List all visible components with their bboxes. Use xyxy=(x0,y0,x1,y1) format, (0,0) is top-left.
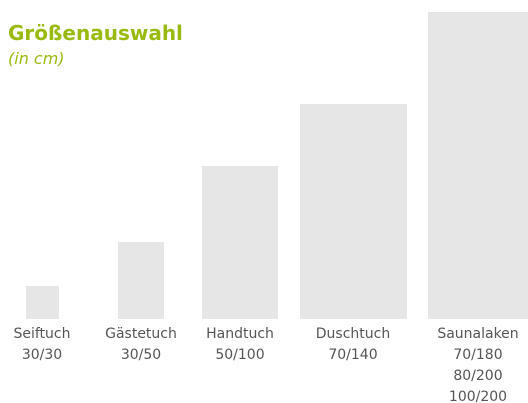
item-size: 70/140 xyxy=(328,347,377,363)
towel-shape xyxy=(428,12,528,319)
towel-shape xyxy=(202,166,278,319)
item-name: Seiftuch xyxy=(13,326,70,342)
item-name: Saunalaken xyxy=(437,326,518,342)
item-size: 70/180 xyxy=(453,347,502,363)
towel-shape xyxy=(300,104,407,319)
item-size: 30/50 xyxy=(121,347,161,363)
towel-shape xyxy=(118,242,164,319)
item-name: Handtuch xyxy=(206,326,274,342)
item-size: 80/200 xyxy=(453,368,502,384)
item-size: 50/100 xyxy=(215,347,264,363)
towel-shape xyxy=(26,286,59,319)
subtitle: (in cm) xyxy=(8,49,65,68)
item-name: Gästetuch xyxy=(105,326,177,342)
title: Größenauswahl xyxy=(8,21,183,45)
item-name: Duschtuch xyxy=(316,326,390,342)
item-size: 30/30 xyxy=(22,347,62,363)
item-size: 100/200 xyxy=(449,389,507,403)
